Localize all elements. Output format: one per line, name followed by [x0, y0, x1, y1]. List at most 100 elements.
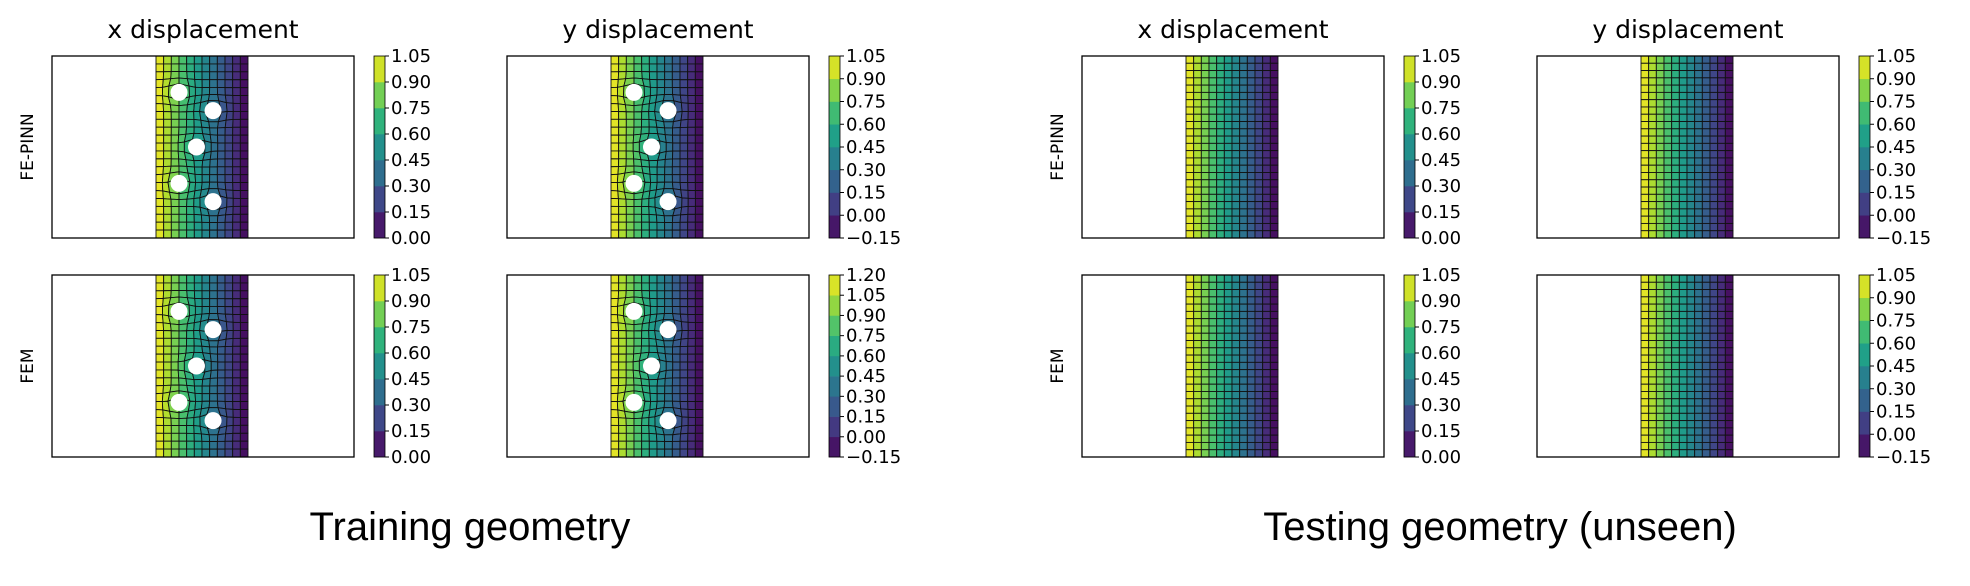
grid-cell	[1701, 106, 1711, 115]
grid-cell	[1717, 347, 1726, 356]
grid-cell	[1648, 164, 1657, 173]
mesh-cell	[216, 63, 226, 73]
mesh-cell	[170, 337, 180, 347]
grid-cell	[1269, 434, 1279, 443]
colorbar-tick-label: 0.15	[1876, 183, 1916, 204]
mesh-cell	[610, 305, 619, 316]
grid-cell	[1648, 434, 1657, 443]
grid-cell	[1239, 369, 1248, 378]
colorbar-tick-label: 0.75	[391, 317, 431, 338]
grid-cell	[1254, 318, 1264, 327]
grid-cell	[1262, 142, 1271, 152]
grid-cell	[1663, 412, 1673, 422]
mesh-cell	[163, 353, 172, 363]
colorbar-tick-label: −0.15	[846, 228, 901, 249]
grid-cell	[1640, 186, 1650, 195]
mesh-cell	[679, 298, 689, 308]
colorbar-band	[1859, 169, 1870, 193]
mesh-cell	[155, 158, 165, 168]
grid-cell	[1640, 230, 1650, 238]
group-caption: Testing geometry (unseen)	[1263, 505, 1737, 549]
grid-cell	[1193, 179, 1202, 188]
grid-cell	[1239, 427, 1248, 436]
grid-cell	[1671, 121, 1680, 130]
mesh-cell	[224, 134, 234, 144]
grid-cell	[1678, 77, 1688, 86]
grid-cell	[1717, 275, 1726, 283]
mesh-cell	[170, 425, 180, 434]
mesh-cell	[664, 369, 674, 379]
grid-cell	[1185, 164, 1195, 173]
mesh-cell	[648, 71, 658, 81]
mesh-cell	[687, 110, 696, 120]
mesh-cell	[239, 385, 249, 395]
grid-cell	[1701, 186, 1711, 195]
grid-cell	[1254, 164, 1264, 173]
colorbar-tick-label: 0.45	[1421, 150, 1461, 171]
colorbar-tick-label: 0.60	[1876, 333, 1916, 354]
grid-cell	[1678, 296, 1688, 305]
grid-cell	[1640, 303, 1650, 312]
grid-cell	[1208, 376, 1218, 385]
grid-cell	[1231, 391, 1241, 400]
mesh-cell	[177, 141, 185, 153]
grid-cell	[1239, 135, 1248, 144]
grid-cell	[1686, 303, 1696, 312]
grid-cell	[1254, 99, 1264, 108]
mesh-cell	[649, 78, 658, 88]
mesh-cell	[155, 337, 165, 347]
mesh-cell	[201, 221, 211, 231]
mesh-cell	[687, 150, 696, 160]
grid-cell	[1223, 310, 1233, 320]
grid-cell	[1193, 230, 1202, 238]
grid-cell	[1686, 113, 1696, 122]
mesh-cell	[239, 197, 249, 207]
grid-cell	[1223, 157, 1233, 166]
mesh-cell	[239, 290, 249, 300]
grid-cell	[1185, 405, 1195, 414]
grid-cell	[1686, 376, 1696, 385]
mesh-cell	[239, 377, 249, 387]
grid-cell	[1640, 369, 1650, 378]
grid-cell	[1216, 62, 1225, 72]
grid-cell	[1678, 361, 1688, 371]
grid-cell	[1671, 289, 1680, 298]
grid-cell	[1208, 427, 1218, 436]
mesh-cell	[610, 56, 620, 65]
grid-cell	[1686, 391, 1696, 400]
mesh-cell	[633, 432, 643, 442]
mesh-cell	[625, 337, 635, 347]
mesh-cell	[663, 400, 674, 409]
mesh-cell	[679, 448, 689, 457]
mesh-cell	[641, 425, 650, 434]
colorbar-band	[829, 315, 840, 336]
grid-cell	[1208, 332, 1218, 341]
mesh-cell	[687, 306, 696, 316]
grid-cell	[1724, 340, 1734, 349]
grid-cell	[1709, 164, 1719, 173]
grid-cell	[1262, 201, 1271, 210]
mesh-cell	[232, 314, 241, 323]
grid-cell	[1686, 193, 1696, 203]
colorbar-tick-label: 0.75	[1876, 92, 1916, 113]
mesh-cell	[155, 440, 165, 450]
mesh-cell	[216, 158, 226, 168]
mesh-cell	[170, 198, 180, 207]
grid-cell	[1200, 91, 1210, 101]
mesh-cell	[687, 361, 696, 371]
mesh-cell	[201, 63, 211, 73]
mesh-cell	[178, 198, 188, 207]
mesh-cell	[625, 198, 635, 207]
grid-cell	[1223, 376, 1233, 385]
grid-cell	[1663, 186, 1673, 195]
colorbar-band	[1404, 405, 1415, 432]
mesh-cell	[625, 330, 635, 339]
grid-cell	[1239, 412, 1248, 422]
mesh-cell	[664, 63, 673, 73]
grid-cell	[1686, 398, 1696, 407]
grid-cell	[1193, 310, 1202, 320]
grid-cell	[1193, 201, 1202, 210]
grid-cell	[1262, 215, 1271, 224]
grid-cell	[1262, 121, 1271, 130]
mesh-cell	[155, 275, 165, 284]
